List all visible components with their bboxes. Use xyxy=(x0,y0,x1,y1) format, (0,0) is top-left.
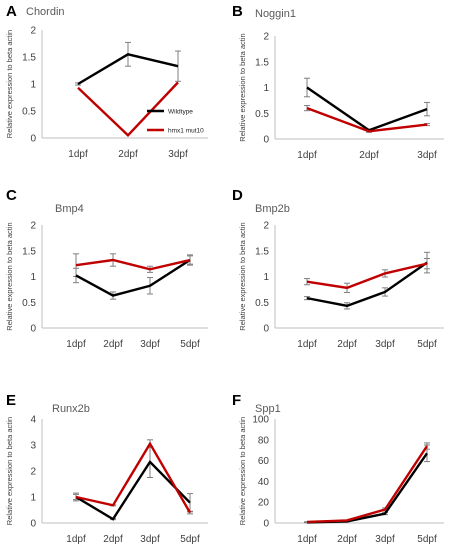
y-tick-label: 0 xyxy=(263,519,269,530)
y-tick-label: 1 xyxy=(263,83,269,94)
y-tick-label: 0 xyxy=(263,135,269,146)
y-axis-label: Relative expression to beta actin xyxy=(5,417,14,525)
chart-panel-c: C Bmp4 0 0.5 1 1.5 2 1dpf 2dpf 3dpf 5dpf Relative e… xyxy=(5,187,208,350)
y-tick-label: 2 xyxy=(30,26,36,37)
series-line-mutant xyxy=(75,258,191,271)
chart-title: Bmp4 xyxy=(55,203,84,215)
chart-title: Noggin1 xyxy=(255,8,296,20)
y-axis-label: Relative expression to beta actin xyxy=(5,30,14,138)
y-axis-label: Relative expression to beta actin xyxy=(238,417,247,525)
series-line-wildtype xyxy=(77,53,179,86)
y-tick-label: 3 xyxy=(30,441,36,452)
chart-title: Spp1 xyxy=(255,403,281,415)
y-tick-label: 0 xyxy=(30,519,36,530)
x-tick-label: 2dpf xyxy=(337,534,357,545)
panel-letter: A xyxy=(6,3,17,20)
x-tick-label: 5dpf xyxy=(417,339,437,350)
panel-letter: F xyxy=(232,392,241,409)
y-tick-label: 20 xyxy=(258,498,270,509)
series-line-mutant xyxy=(77,81,179,137)
x-tick-label: 2dpf xyxy=(118,149,138,160)
y-tick-label: 1 xyxy=(30,493,36,504)
x-tick-label: 3dpf xyxy=(168,149,188,160)
series-line-wildtype xyxy=(75,459,191,521)
y-tick-label: 2 xyxy=(263,32,269,43)
y-tick-label: 80 xyxy=(258,435,270,446)
panel-letter: C xyxy=(6,187,17,204)
chart-title: Bmp2b xyxy=(255,203,290,215)
series-line-wildtype xyxy=(306,86,428,132)
y-tick-label: 2 xyxy=(30,467,36,478)
x-tick-label: 5dpf xyxy=(417,534,437,545)
x-tick-label: 5dpf xyxy=(180,534,200,545)
legend-label: hmx1 mut10 xyxy=(168,128,204,135)
x-tick-label: 1dpf xyxy=(66,339,86,350)
y-axis-label: Relative expression to beta actin xyxy=(238,222,247,330)
series-line-wildtype xyxy=(75,259,191,297)
chart-panel-b: B Noggin1 0 0.5 1 1.5 2 1dpf 2dpf 3dpf Relative ex… xyxy=(232,3,444,161)
x-tick-label: 2dpf xyxy=(359,150,379,161)
chart-panel-e: E Runx2b 0 1 2 3 4 1dpf 2dpf 3dpf 5dpf Relative exp… xyxy=(5,392,208,545)
x-tick-label: 1dpf xyxy=(297,339,317,350)
legend-label: Wildtype xyxy=(168,109,193,116)
y-tick-label: 40 xyxy=(258,477,270,488)
y-tick-label: 2 xyxy=(30,221,36,232)
chart-title: Chordin xyxy=(26,6,65,18)
y-tick-label: 100 xyxy=(252,415,269,426)
series-line-mutant xyxy=(306,262,428,290)
series-line-wildtype xyxy=(306,261,428,308)
y-tick-label: 0 xyxy=(30,324,36,335)
panel-letter: B xyxy=(232,3,243,20)
chart-title: Runx2b xyxy=(52,403,90,415)
y-tick-label: 60 xyxy=(258,456,270,467)
x-tick-label: 2dpf xyxy=(337,339,357,350)
series-line-wildtype xyxy=(306,452,428,524)
x-tick-label: 2dpf xyxy=(103,339,123,350)
y-tick-label: 0.5 xyxy=(255,109,269,120)
x-tick-label: 3dpf xyxy=(417,150,437,161)
chart-panel-f: F Spp1 0 20 40 60 80 100 1dpf 2dpf 3dpf 5dpf Relativ… xyxy=(232,392,444,545)
chart-panel-a: A Chordin 0 0.5 1 1.5 2 1dpf 2dpf 3dpf Relative ex… xyxy=(5,3,208,160)
y-tick-label: 0 xyxy=(263,324,269,335)
x-tick-label: 1dpf xyxy=(68,149,88,160)
y-tick-label: 0.5 xyxy=(22,107,36,118)
y-tick-label: 1 xyxy=(30,272,36,283)
y-tick-label: 1.5 xyxy=(255,246,269,257)
x-tick-label: 3dpf xyxy=(140,534,160,545)
y-tick-label: 1 xyxy=(263,272,269,283)
y-axis-label: Relative expression to beta actin xyxy=(238,33,247,141)
y-tick-label: 2 xyxy=(263,221,269,232)
x-tick-label: 5dpf xyxy=(180,339,200,350)
y-axis-label: Relative expression to beta actin xyxy=(5,222,14,330)
x-tick-label: 3dpf xyxy=(375,534,395,545)
y-tick-label: 1.5 xyxy=(22,246,36,257)
y-tick-label: 1.5 xyxy=(255,57,269,68)
chart-panel-d: D Bmp2b 0 0.5 1 1.5 2 1dpf 2dpf 3dpf 5dpf Relative … xyxy=(232,187,444,350)
y-tick-label: 0.5 xyxy=(22,298,36,309)
y-tick-label: 1.5 xyxy=(22,53,36,64)
x-tick-label: 2dpf xyxy=(103,534,123,545)
panel-letter: E xyxy=(6,392,16,409)
x-tick-label: 3dpf xyxy=(375,339,395,350)
x-tick-label: 1dpf xyxy=(297,534,317,545)
series-line-mutant xyxy=(75,441,192,514)
y-tick-label: 0 xyxy=(30,134,36,145)
y-tick-label: 4 xyxy=(30,415,36,426)
series-line-mutant xyxy=(306,445,429,524)
series-line-mutant xyxy=(306,106,428,133)
x-tick-label: 1dpf xyxy=(297,150,317,161)
y-tick-label: 1 xyxy=(30,80,36,91)
panel-letter: D xyxy=(232,187,243,204)
x-tick-label: 1dpf xyxy=(66,534,86,545)
x-tick-label: 3dpf xyxy=(140,339,160,350)
y-tick-label: 0.5 xyxy=(255,298,269,309)
